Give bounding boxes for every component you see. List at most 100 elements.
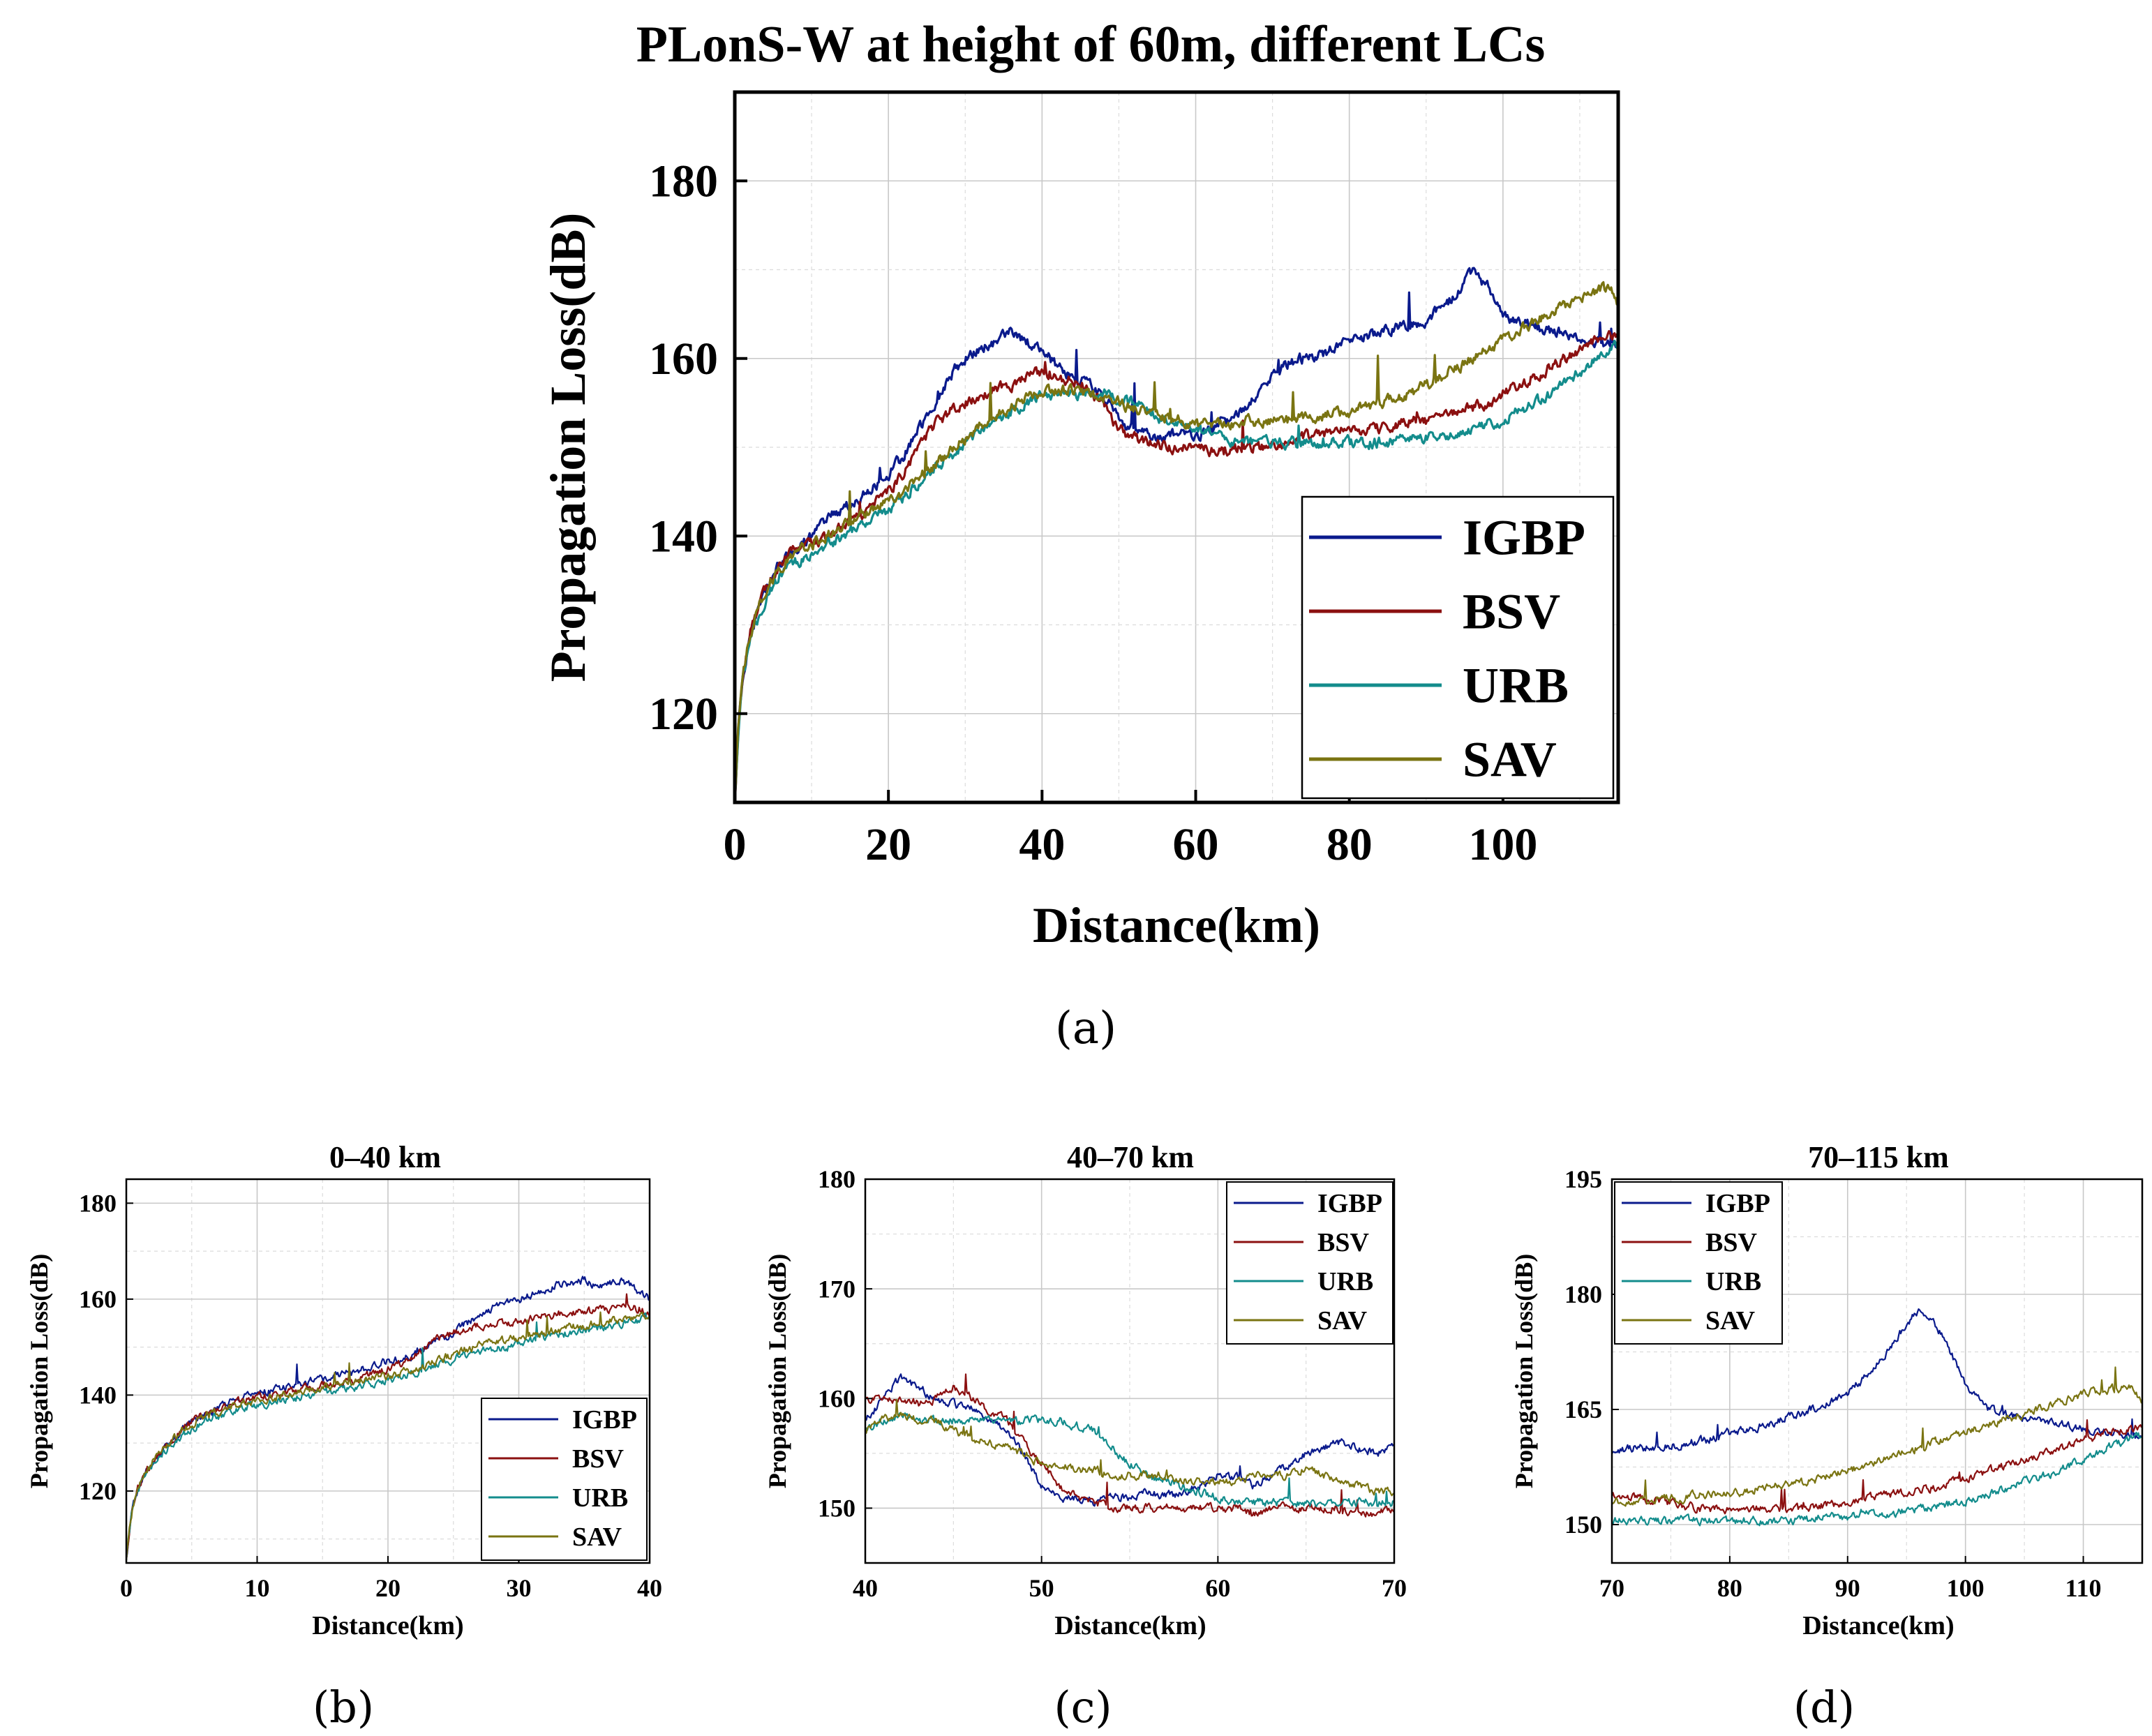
plot-frame — [733, 90, 1620, 805]
x-tick-label: 90 — [1835, 1574, 1860, 1602]
series-line-sav — [865, 1398, 1395, 1497]
y-tick-label: 160 — [79, 1285, 117, 1313]
legend-label-urb: URB — [1463, 657, 1569, 713]
x-axis-label: Distance(km) — [1033, 897, 1320, 953]
series-line-sav — [1611, 1366, 2143, 1507]
x-tick-label: 10 — [245, 1574, 270, 1602]
legend: IGBP BSV URB SAV — [1301, 495, 1615, 800]
x-tick-label: 0 — [724, 819, 747, 870]
legend-box — [1226, 1181, 1393, 1345]
x-tick-label: 40 — [853, 1574, 878, 1602]
x-tick-label: 20 — [865, 819, 911, 870]
axis-ticks: 40 50 60 70 150 160 170 180 — [818, 1165, 1407, 1602]
legend: IGBP BSV URB SAV — [1226, 1181, 1393, 1345]
x-tick-label: 60 — [1205, 1574, 1230, 1602]
series-line-urb — [733, 339, 1619, 802]
y-axis-label: Propagation Loss(dB) — [1510, 1254, 1538, 1488]
series-line-bsv — [733, 330, 1619, 802]
y-tick-label: 140 — [649, 511, 718, 562]
y-tick-label: 170 — [818, 1275, 855, 1303]
series-group — [864, 1373, 1395, 1518]
chart-title: 40–70 km — [1067, 1140, 1194, 1174]
y-tick-label: 120 — [79, 1477, 117, 1505]
series-line-igbp — [1611, 1308, 2142, 1455]
legend: IGBP BSV URB SAV — [481, 1398, 648, 1561]
series-line-urb — [1611, 1432, 2142, 1527]
chart-title: 70–115 km — [1808, 1140, 1949, 1174]
legend-label-sav: SAV — [1705, 1306, 1756, 1335]
y-axis-label: Propagation Loss(dB) — [763, 1254, 791, 1488]
panel-c-chart: 40–70 km 40 50 60 70 150 160 170 180 Distance(k… — [763, 1140, 1407, 1733]
caption-a: (a) — [1055, 1003, 1116, 1054]
legend: IGBP BSV URB SAV — [1614, 1181, 1783, 1345]
series-line-bsv — [1611, 1419, 2143, 1515]
y-tick-label: 165 — [1564, 1395, 1602, 1423]
legend-label-urb: URB — [1317, 1267, 1373, 1296]
x-tick-label: 80 — [1327, 819, 1373, 870]
x-tick-label: 0 — [120, 1574, 133, 1602]
caption-b: (b) — [313, 1682, 374, 1733]
y-tick-label: 180 — [79, 1190, 117, 1218]
series-line-urb — [125, 1312, 651, 1561]
x-axis-label: Distance(km) — [1054, 1611, 1206, 1640]
series-group — [125, 1275, 651, 1561]
legend-label-urb: URB — [572, 1483, 628, 1513]
y-tick-label: 160 — [818, 1385, 855, 1413]
series-line-sav — [125, 1311, 650, 1561]
y-axis-label: Propagation Loss(dB) — [25, 1254, 53, 1488]
x-axis-label: Distance(km) — [312, 1611, 463, 1640]
y-tick-label: 180 — [818, 1165, 855, 1193]
legend-box — [481, 1398, 648, 1561]
y-tick-label: 160 — [649, 334, 718, 384]
plot-frame — [1611, 1178, 2144, 1564]
legend-label-igbp: IGBP — [1705, 1189, 1770, 1218]
x-tick-label: 60 — [1173, 819, 1219, 870]
y-tick-label: 195 — [1564, 1165, 1602, 1193]
x-tick-label: 20 — [375, 1574, 401, 1602]
legend-label-igbp: IGBP — [572, 1405, 637, 1435]
plot-frame — [864, 1178, 1396, 1564]
legend-label-bsv: BSV — [1705, 1228, 1757, 1257]
series-line-sav — [733, 280, 1619, 802]
series-group — [1611, 1308, 2143, 1527]
x-axis-label: Distance(km) — [1802, 1611, 1954, 1640]
series-line-igbp — [865, 1373, 1395, 1507]
x-tick-label: 70 — [1599, 1574, 1624, 1602]
x-tick-label: 30 — [507, 1574, 532, 1602]
chart-title: 0–40 km — [329, 1140, 441, 1174]
axis-ticks: 0 10 20 30 40 120 140 160 180 — [79, 1190, 662, 1602]
x-tick-label: 50 — [1029, 1574, 1054, 1602]
panel-b-chart: 0–40 km 0 10 20 30 40 120 140 160 180 Distance(k… — [25, 1140, 662, 1733]
legend-label-sav: SAV — [572, 1522, 622, 1552]
y-tick-label: 180 — [649, 156, 718, 207]
x-tick-label: 40 — [637, 1574, 662, 1602]
x-tick-label: 100 — [1468, 819, 1537, 870]
y-tick-label: 140 — [79, 1382, 117, 1409]
legend-box — [1301, 495, 1615, 800]
axis-ticks: 70 80 90 100 110 150 165 180 195 — [1564, 1165, 2102, 1602]
legend-label-igbp: IGBP — [1463, 509, 1585, 565]
y-tick-label: 150 — [1564, 1511, 1602, 1539]
y-axis-label: Propagation Loss(dB) — [540, 213, 596, 682]
legend-label-bsv: BSV — [1463, 583, 1560, 639]
series-group — [733, 267, 1620, 802]
panel-a-main-chart: PLonS-W at height of 60m, different LCs … — [540, 16, 1620, 1054]
series-line-bsv — [865, 1373, 1395, 1518]
legend-label-bsv: BSV — [1317, 1228, 1369, 1257]
series-line-urb — [864, 1412, 1394, 1508]
grid — [126, 1179, 650, 1563]
legend-label-igbp: IGBP — [1317, 1189, 1382, 1218]
x-tick-label: 100 — [1947, 1574, 1985, 1602]
y-tick-label: 150 — [818, 1495, 855, 1522]
caption-d: (d) — [1793, 1682, 1855, 1733]
legend-label-bsv: BSV — [572, 1444, 624, 1474]
caption-c: (c) — [1054, 1682, 1112, 1733]
x-tick-label: 80 — [1717, 1574, 1742, 1602]
y-tick-label: 120 — [649, 689, 718, 740]
legend-label-sav: SAV — [1463, 731, 1557, 787]
x-tick-label: 70 — [1382, 1574, 1407, 1602]
panel-d-chart: 70–115 km 70 80 90 100 110 150 165 180 195 Dista… — [1510, 1140, 2144, 1733]
x-tick-label: 40 — [1019, 819, 1065, 870]
chart-title: PLonS-W at height of 60m, different LCs — [636, 16, 1546, 73]
